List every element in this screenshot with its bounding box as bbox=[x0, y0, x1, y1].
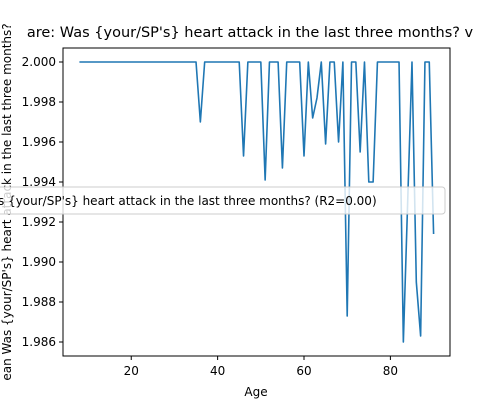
chart-title: are: Was {your/SP's} heart attack in the… bbox=[27, 25, 474, 41]
y-tick-label: 1.996 bbox=[22, 135, 56, 149]
x-axis-label: Age bbox=[244, 385, 267, 399]
y-tick-label: 2.000 bbox=[22, 55, 56, 69]
series-layer bbox=[79, 61, 435, 343]
y-tick-label: 1.990 bbox=[22, 255, 56, 269]
legend: s {your/SP's} heart attack in the last t… bbox=[0, 186, 446, 215]
x-tick-label: 80 bbox=[383, 364, 398, 378]
legend-box bbox=[0, 186, 446, 215]
y-tick-label: 1.992 bbox=[22, 215, 56, 229]
x-tick-label: 60 bbox=[296, 364, 311, 378]
y-tick-label: 1.994 bbox=[22, 175, 56, 189]
legend-label: s {your/SP's} heart attack in the last t… bbox=[0, 194, 377, 208]
series-line bbox=[79, 61, 435, 343]
x-tick-label: 20 bbox=[124, 364, 139, 378]
tick-layer: 20 40 60 80 1.986 1.988 1.990 1.992 1.994 1.996 1.… bbox=[22, 55, 398, 378]
y-tick-label: 1.988 bbox=[22, 295, 56, 309]
y-tick-label: 1.998 bbox=[22, 95, 56, 109]
y-tick-label: 1.986 bbox=[22, 335, 56, 349]
x-tick-label: 40 bbox=[210, 364, 225, 378]
